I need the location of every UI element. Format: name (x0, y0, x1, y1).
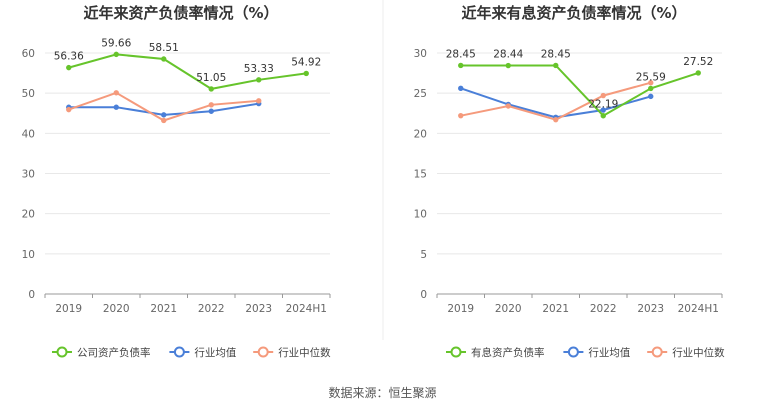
chart1-y-tick-label: 10 (22, 249, 35, 261)
chart1-series-0-point (113, 51, 119, 58)
chart2-y-tick-label: 0 (420, 289, 427, 301)
chart2-series-0-point (695, 70, 701, 76)
chart2-y-tick-label: 30 (414, 48, 427, 60)
chart1-series-2-point (66, 106, 72, 113)
chart1-series-0-line (68, 53, 307, 90)
data-source: 数据来源：恒生聚源 (328, 386, 437, 400)
chart1-data-label: 56.36 (54, 51, 84, 63)
chart2-x-tick-label: 2020 (495, 303, 522, 315)
chart2-series-0-line (460, 64, 699, 117)
chart1-series-0-point (303, 70, 309, 77)
chart2-legend-2-label: 行业中位数 (672, 346, 725, 359)
chart2-series-0-point (648, 85, 654, 92)
chart1-x-tick-label: 2024H1 (286, 303, 327, 315)
chart1-y-tick-label: 60 (22, 48, 35, 60)
chart2-x-tick-label: 2024H1 (678, 303, 719, 315)
chart2-x-tick-label: 2022 (590, 303, 617, 315)
chart1-legend-2-label: 行业中位数 (278, 346, 331, 359)
chart1-series-2-point (161, 117, 167, 124)
chart2-legend-0-marker (450, 346, 462, 358)
chart2-series-1-point (458, 85, 464, 92)
chart1-y-tick-label: 40 (22, 128, 35, 140)
chart1-series-1-point (208, 108, 214, 114)
chart2-title: 近年来有息资产负债率情况（%） (461, 4, 686, 22)
chart1-data-label: 54.92 (291, 56, 321, 68)
chart2-y-tick-label: 5 (420, 249, 427, 261)
chart1-x-tick-label: 2021 (150, 303, 177, 315)
chart2-x-tick-label: 2021 (542, 303, 569, 315)
chart2-legend-1-marker (567, 346, 579, 358)
chart1-x-tick-label: 2022 (198, 303, 225, 315)
chart2-data-label: 25.59 (636, 71, 666, 83)
chart1-x-tick-label: 2023 (245, 303, 272, 315)
chart2-legend-0-label: 有息资产负债率 (471, 346, 545, 359)
chart2-legend-1-label: 行业均值 (588, 346, 630, 359)
chart2-series-2-point (553, 116, 559, 123)
chart2-series-2-line (460, 81, 652, 121)
chart1-x-tick-label: 2020 (103, 303, 130, 315)
chart2-legend-2-marker (651, 346, 663, 358)
chart2-data-label: 27.52 (683, 56, 713, 68)
chart2-y-tick-label: 25 (414, 88, 427, 100)
chart1-legend-0-marker (56, 346, 68, 358)
chart1-series-0-point (256, 77, 262, 83)
chart1-y-tick-label: 0 (28, 289, 35, 301)
chart2-y-tick-label: 20 (414, 128, 427, 140)
chart2-data-label: 22.19 (588, 99, 618, 111)
chart1-y-tick-label: 20 (22, 209, 35, 221)
chart2-data-label: 28.44 (493, 49, 523, 61)
chart1-series-0-point (161, 56, 167, 62)
chart2-y-tick-label: 10 (414, 209, 427, 221)
chart1-series-0-point (208, 86, 214, 92)
chart2-series-0-point (458, 62, 464, 69)
chart1-data-label: 59.66 (101, 37, 131, 49)
chart2-series-1-point (648, 93, 654, 100)
chart1-x-tick-label: 2019 (55, 303, 82, 315)
chart2-series-0-point (600, 113, 606, 119)
chart2-series-2-point (505, 103, 511, 109)
chart2-data-label: 28.45 (541, 48, 571, 60)
chart1-legend-1-label: 行业均值 (194, 346, 236, 359)
chart2-series-2-point (648, 80, 654, 86)
chart1-series-0-point (66, 64, 72, 71)
chart2-series-0-point (553, 62, 559, 69)
chart1-data-label: 51.05 (196, 72, 226, 84)
chart2-x-tick-label: 2023 (637, 303, 664, 315)
chart2-series-2-point (458, 112, 464, 119)
chart1-y-tick-label: 50 (22, 88, 35, 100)
chart1-y-tick-label: 30 (22, 169, 35, 181)
chart1-data-label: 58.51 (149, 42, 179, 54)
chart1-legend-2-marker (257, 346, 269, 358)
chart1-legend-1-marker (173, 346, 185, 358)
chart2-x-tick-label: 2019 (447, 303, 474, 315)
chart2-data-label: 28.45 (446, 48, 476, 60)
chart1-series-1-point (113, 104, 119, 110)
chart2-y-tick-label: 15 (414, 169, 427, 181)
chart1-series-2-point (113, 90, 119, 96)
chart1-title: 近年来资产负债率情况（%） (83, 4, 278, 22)
chart1-series-2-point (256, 98, 262, 104)
chart1-legend-0-label: 公司资产负债率 (77, 346, 151, 359)
chart2-series-2-point (600, 92, 606, 99)
chart1-series-1-point (161, 112, 167, 118)
chart1-data-label: 53.33 (244, 63, 274, 75)
chart2-series-0-point (505, 62, 511, 69)
chart2-series-1-point (600, 107, 606, 113)
chart1-series-2-point (208, 102, 214, 108)
chart2-series-1-line (460, 87, 652, 119)
